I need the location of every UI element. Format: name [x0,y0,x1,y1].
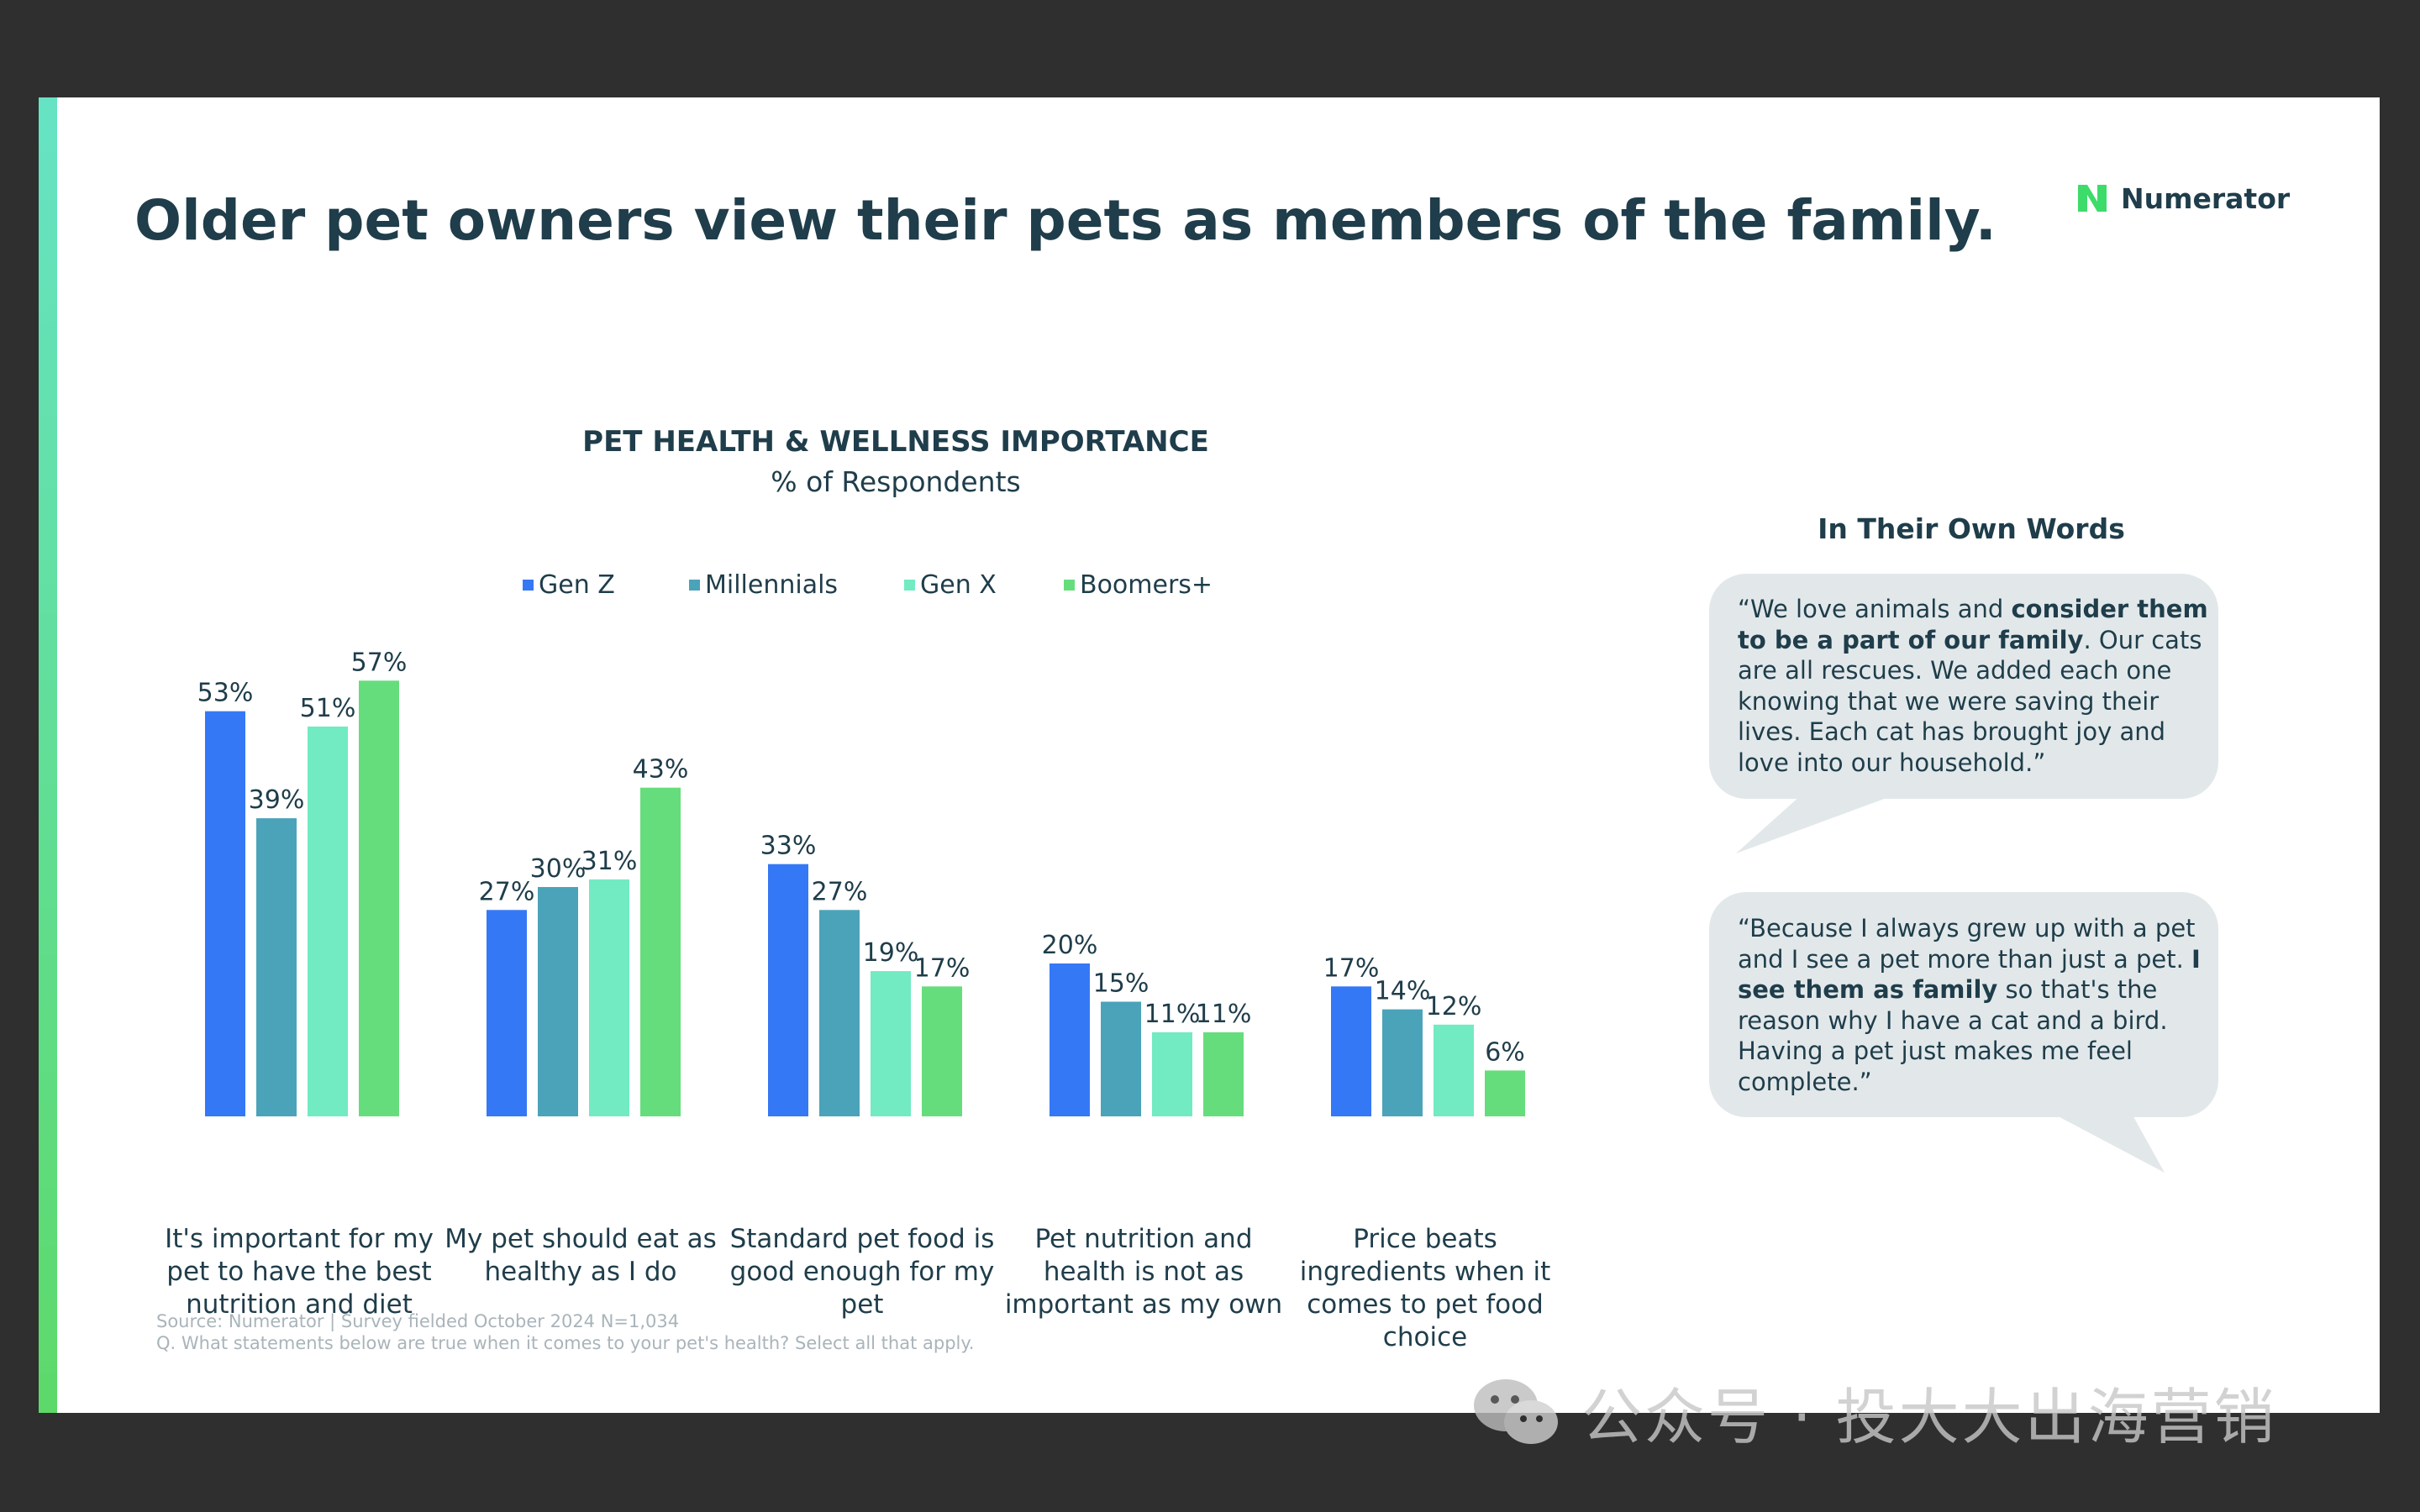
data-label: 43% [633,755,689,785]
bar-gen-x-0 [308,726,348,1116]
data-label: 33% [760,832,817,861]
quote-fragment: so that's the reason why I have a cat an… [1738,975,2168,1096]
quote-text-2: “Because I always grew up with a pet and… [1738,913,2208,1097]
bar-boomers--0 [359,680,399,1116]
data-label: 30% [530,854,587,884]
data-label: 51% [300,694,356,723]
category-label: Price beats ingredients when it comes to… [1299,1224,1551,1352]
legend-label: Boomers+ [1080,570,1213,600]
watermark-text: 公众号 · 投大大出海营销 [1581,1382,2277,1452]
bar-gen-x-4 [1434,1024,1474,1116]
watermark: 公众号 · 投大大出海营销 [1470,1368,2277,1456]
data-label: 11% [1144,1000,1201,1029]
numerator-logo: Numerator [2075,181,2290,215]
bar-millennials-1 [538,887,578,1116]
quote-fragment: . Our cats are all rescues. We added eac… [1738,625,2202,777]
legend-swatch [904,580,915,591]
quote-text-1: “We love animals and consider them to be… [1738,594,2208,778]
bar-millennials-3 [1101,1001,1141,1116]
source-line: Source: Numerator | Survey fielded Octob… [156,1311,680,1331]
data-label: 17% [1323,953,1380,983]
legend-label: Gen X [920,570,997,600]
data-label: 15% [1093,969,1150,999]
speech-bubble-2 [1709,892,2218,1173]
chart-title: PET HEALTH & WELLNESS IMPORTANCE [582,425,1209,459]
bar-gen-x-2 [871,971,911,1116]
quote-fragment: “We love animals and [1738,595,2012,623]
legend-label: Millennials [705,570,839,600]
data-label: 57% [351,648,408,677]
legend-item-gen-z: Gen Z [523,570,615,600]
data-label: 11% [1196,1000,1252,1029]
data-label: 53% [197,679,254,708]
legend-swatch [523,580,534,591]
data-label: 27% [812,877,868,906]
bar-chart: 53%27%33%20%17%39%30%27%15% 14%51%31%19%1… [197,648,1525,1116]
bar-gen-z-2 [768,864,808,1116]
bar-gen-z-1 [487,910,527,1116]
bar-boomers--3 [1203,1032,1244,1116]
question-line: Q. What statements below are true when i… [156,1333,975,1353]
chart-subtitle: % of Respondents [771,465,1021,498]
data-label: 17% [914,953,971,983]
chart-legend: Gen Z Millennials Gen X Boomers+ [39,570,2380,612]
slide: Older pet owners view their pets as memb… [39,97,2380,1413]
speech-bubble-1 [1709,574,2218,853]
category-label: It's important for my pet to have the be… [165,1224,434,1320]
bar-gen-z-3 [1050,963,1090,1116]
bar-boomers--2 [922,986,962,1116]
bar-boomers--4 [1485,1070,1525,1116]
legend-swatch [689,580,700,591]
bar-millennials-4 [1382,1009,1423,1116]
category-label: Standard pet food is good enough for my … [729,1224,995,1320]
brand-name: Numerator [2121,181,2291,215]
bar-millennials-2 [819,910,860,1116]
category-label: Pet nutrition and health is not as impor… [1004,1224,1283,1320]
source-note: Source: Numerator | Survey fielded Octob… [156,1310,974,1354]
category-label: My pet should eat as healthy as I do [445,1224,717,1287]
data-label: 31% [581,847,638,876]
numerator-logo-icon [2078,185,2107,212]
wechat-icon [1474,1378,1558,1444]
quotes-title: In Their Own Words [1818,512,2125,545]
speech-bubbles [1709,574,2218,1173]
data-label: 39% [249,785,305,815]
data-label: 14% [1375,977,1431,1006]
slide-title: Older pet owners view their pets as memb… [134,188,1996,253]
legend-item-gen-x: Gen X [904,570,997,600]
data-label: 6% [1485,1037,1525,1067]
data-label: 19% [863,938,919,968]
legend-swatch [1064,580,1075,591]
bar-gen-x-3 [1152,1032,1192,1116]
bar-gen-z-0 [205,711,245,1116]
data-label: 27% [479,877,535,906]
bar-boomers--1 [640,787,681,1116]
quote-fragment: “Because I always grew up with a pet and… [1738,914,2196,974]
accent-bar [39,97,57,1413]
legend-item-boomers: Boomers+ [1064,570,1213,600]
bar-millennials-0 [256,818,297,1116]
quote-emphasis: consider them to be a part of our family [1738,595,2208,654]
data-label: 20% [1042,931,1098,960]
legend-item-millennials: Millennials [689,570,838,600]
data-label: 12% [1426,992,1482,1021]
quote-emphasis: I see them as family [1738,944,2201,1005]
bar-gen-x-1 [589,879,629,1116]
bar-gen-z-4 [1331,986,1371,1116]
legend-label: Gen Z [539,570,615,600]
